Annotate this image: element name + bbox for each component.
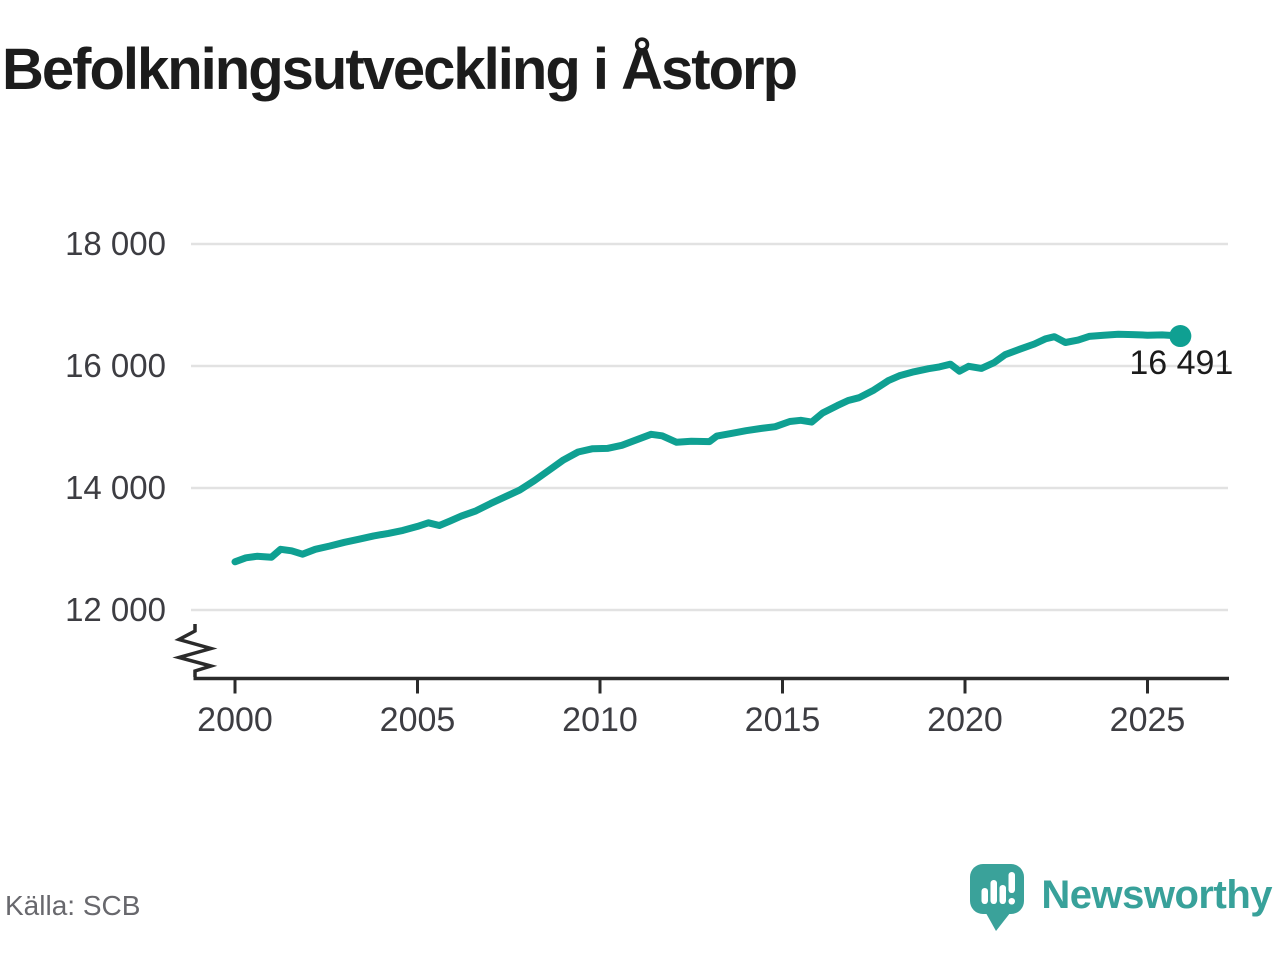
population-line xyxy=(231,330,1184,566)
population-line-chart: 18 000 16 000 14 000 12 000 2000 2005 2010 2015… xyxy=(65,225,1233,739)
newsworthy-logo-icon xyxy=(970,864,1025,931)
axis-break-zigzag xyxy=(172,624,218,677)
x-tick-label: 2025 xyxy=(1110,701,1186,739)
newsworthy-logo: Newsworthy xyxy=(962,855,1272,935)
x-tick-label: 2015 xyxy=(745,701,821,739)
y-tick-label: 14 000 xyxy=(65,469,166,506)
end-value-label: 16 491 xyxy=(1129,344,1233,382)
bar-chart-glyph xyxy=(981,872,1016,905)
end-point-dot xyxy=(1169,325,1192,348)
exclamation-bar xyxy=(1008,872,1016,893)
x-tick-label: 2020 xyxy=(927,701,1003,739)
exclamation-dot xyxy=(1008,898,1016,905)
y-tick-label: 16 000 xyxy=(65,347,166,384)
chart-title: Befolkningsutveckling i Åstorp xyxy=(2,37,798,102)
source-label: Källa: SCB xyxy=(5,890,141,921)
x-tick-label: 2005 xyxy=(380,701,456,739)
y-tick-label: 18 000 xyxy=(65,225,166,262)
x-tick-label: 2000 xyxy=(197,701,273,739)
y-tick-label: 12 000 xyxy=(65,591,166,628)
x-tick-label: 2010 xyxy=(562,701,638,739)
newsworthy-logo-text: Newsworthy xyxy=(1041,873,1272,917)
